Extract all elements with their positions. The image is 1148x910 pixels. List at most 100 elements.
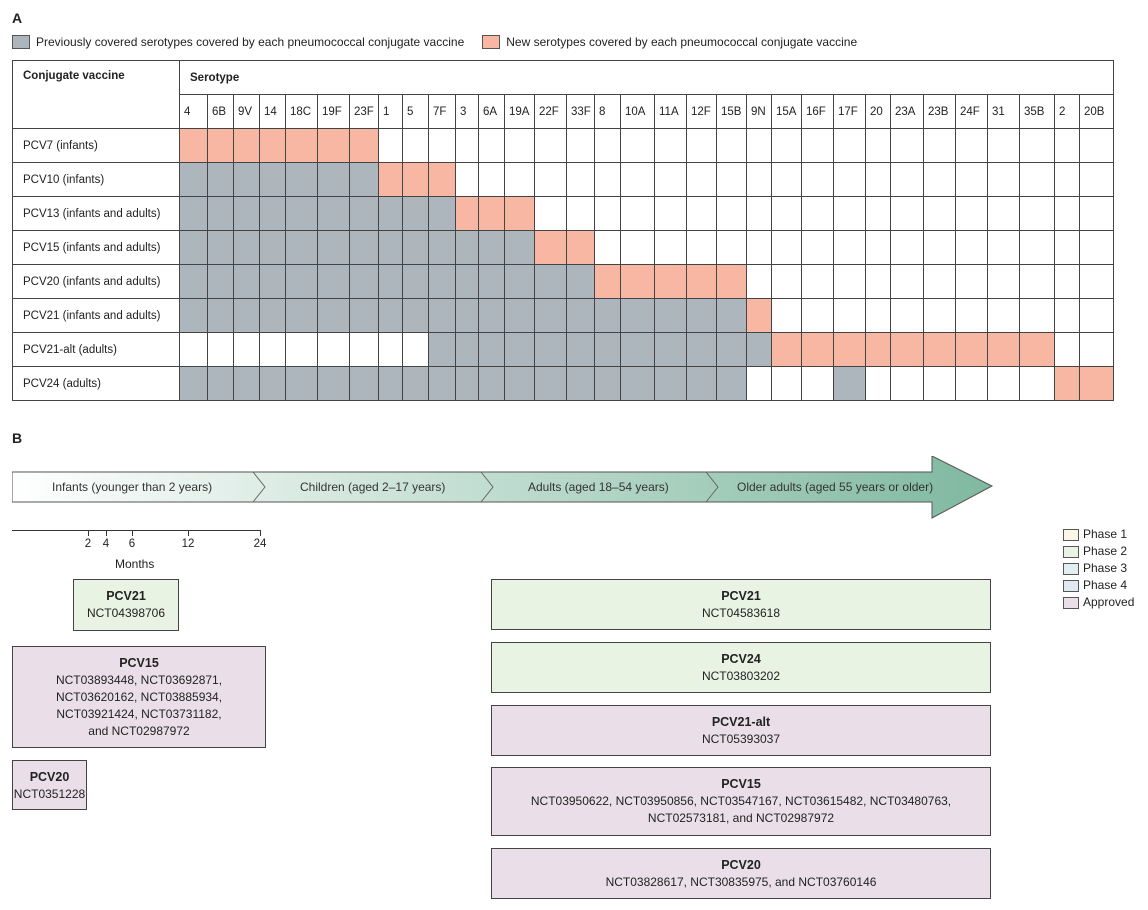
- cell-new-serotype: [233, 128, 260, 163]
- legend-phase4: Phase 4: [1063, 577, 1134, 594]
- months-axis-title: Months: [115, 557, 155, 571]
- tick-label: 24: [253, 538, 267, 550]
- serotype-header-cell: 6B: [207, 94, 234, 129]
- trial-ids: NCT03893448, NCT03692871,: [55, 673, 223, 687]
- cell-not-covered: [746, 264, 772, 299]
- cell-not-covered: [955, 162, 988, 197]
- cell-not-covered: [654, 162, 687, 197]
- cell-previously-covered: [259, 298, 286, 333]
- vaccine-name: PCV20: [29, 770, 70, 784]
- cell-not-covered: [1019, 298, 1055, 333]
- vaccine-row-label: PCV10 (infants): [12, 162, 180, 197]
- serotype-header-cell: 24F: [955, 94, 988, 129]
- cell-new-serotype: [890, 332, 924, 367]
- cell-not-covered: [955, 196, 988, 231]
- vaccine-row: PCV7 (infants): [12, 128, 1114, 163]
- vaccine-name: PCV21-alt: [711, 715, 771, 729]
- cell-new-serotype: [620, 264, 655, 299]
- cell-previously-covered: [233, 230, 260, 265]
- cell-previously-covered: [349, 298, 379, 333]
- cell-previously-covered: [654, 366, 687, 401]
- cell-not-covered: [865, 162, 891, 197]
- vaccine-row-label: PCV24 (adults): [12, 366, 180, 401]
- cell-new-serotype: [378, 162, 403, 197]
- cell-not-covered: [865, 298, 891, 333]
- cell-not-covered: [955, 366, 988, 401]
- tick-label: 12: [181, 538, 195, 550]
- cell-previously-covered: [455, 298, 479, 333]
- new-swatch: [482, 35, 501, 49]
- cell-previously-covered: [534, 366, 567, 401]
- cell-not-covered: [890, 196, 924, 231]
- cell-previously-covered: [833, 366, 866, 401]
- cell-not-covered: [890, 264, 924, 299]
- cell-not-covered: [686, 196, 717, 231]
- vaccine-row-label: PCV20 (infants and adults): [12, 264, 180, 299]
- cell-not-covered: [455, 162, 479, 197]
- cell-previously-covered: [317, 230, 350, 265]
- cell-not-covered: [378, 128, 403, 163]
- trial-ids: NCT0351228: [13, 787, 86, 801]
- cell-new-serotype: [504, 196, 535, 231]
- cell-new-serotype: [865, 332, 891, 367]
- cell-new-serotype: [317, 128, 350, 163]
- cell-not-covered: [1079, 128, 1114, 163]
- cell-previously-covered: [402, 196, 429, 231]
- cell-not-covered: [534, 162, 567, 197]
- segment-infants: Infants (younger than 2 years): [52, 480, 213, 494]
- cell-not-covered: [1079, 230, 1114, 265]
- cell-not-covered: [566, 128, 595, 163]
- cell-not-covered: [504, 128, 535, 163]
- cell-not-covered: [987, 230, 1020, 265]
- cell-not-covered: [1054, 264, 1080, 299]
- legend-new-text: New serotypes covered by each pneumococc…: [506, 35, 858, 49]
- cell-not-covered: [1079, 162, 1114, 197]
- serotype-header-cell: 5: [402, 94, 429, 129]
- cell-previously-covered: [428, 230, 456, 265]
- segment-older-adults: Older adults (aged 55 years or older): [737, 480, 934, 494]
- cell-previously-covered: [504, 366, 535, 401]
- segment-children: Children (aged 2–17 years): [300, 480, 446, 494]
- vaccine-row-label: PCV21-alt (adults): [12, 332, 180, 367]
- cell-not-covered: [233, 332, 260, 367]
- serotype-header-cell: 20B: [1079, 94, 1114, 129]
- cell-not-covered: [771, 298, 802, 333]
- cell-not-covered: [833, 298, 866, 333]
- header-conjugate-vaccine: Conjugate vaccine: [12, 60, 180, 129]
- vaccine-name: PCV15: [721, 777, 761, 791]
- cell-new-serotype: [1079, 366, 1114, 401]
- cell-not-covered: [378, 332, 403, 367]
- trial-box-adult-pcv21-alt: PCV21-alt NCT05393037: [491, 705, 991, 756]
- vaccine-row-label: PCV13 (infants and adults): [12, 196, 180, 231]
- cell-not-covered: [716, 128, 747, 163]
- cell-previously-covered: [455, 264, 479, 299]
- cell-new-serotype: [987, 332, 1020, 367]
- cell-previously-covered: [233, 264, 260, 299]
- cell-previously-covered: [179, 298, 208, 333]
- cell-not-covered: [349, 332, 379, 367]
- cell-previously-covered: [233, 196, 260, 231]
- serotype-header-cell: 3: [455, 94, 479, 129]
- serotype-header-cell: 12F: [686, 94, 717, 129]
- cell-not-covered: [955, 230, 988, 265]
- serotype-header-cell: 4: [179, 94, 208, 129]
- cell-not-covered: [1019, 264, 1055, 299]
- cell-not-covered: [534, 128, 567, 163]
- cell-previously-covered: [455, 332, 479, 367]
- cell-previously-covered: [317, 366, 350, 401]
- vaccine-row: PCV21 (infants and adults): [12, 298, 1114, 333]
- segment-adults: Adults (aged 18–54 years): [528, 480, 669, 494]
- cell-not-covered: [455, 128, 479, 163]
- cell-previously-covered: [285, 196, 318, 231]
- cell-previously-covered: [179, 366, 208, 401]
- cell-previously-covered: [504, 298, 535, 333]
- cell-previously-covered: [349, 264, 379, 299]
- serotype-header-cell: 23F: [349, 94, 379, 129]
- cell-new-serotype: [259, 128, 286, 163]
- cell-new-serotype: [746, 298, 772, 333]
- serotype-header-cell: 1: [378, 94, 403, 129]
- cell-previously-covered: [349, 230, 379, 265]
- serotype-header-cell: 6A: [478, 94, 505, 129]
- tick: [88, 530, 89, 536]
- trial-ids: NCT05393037: [701, 732, 781, 746]
